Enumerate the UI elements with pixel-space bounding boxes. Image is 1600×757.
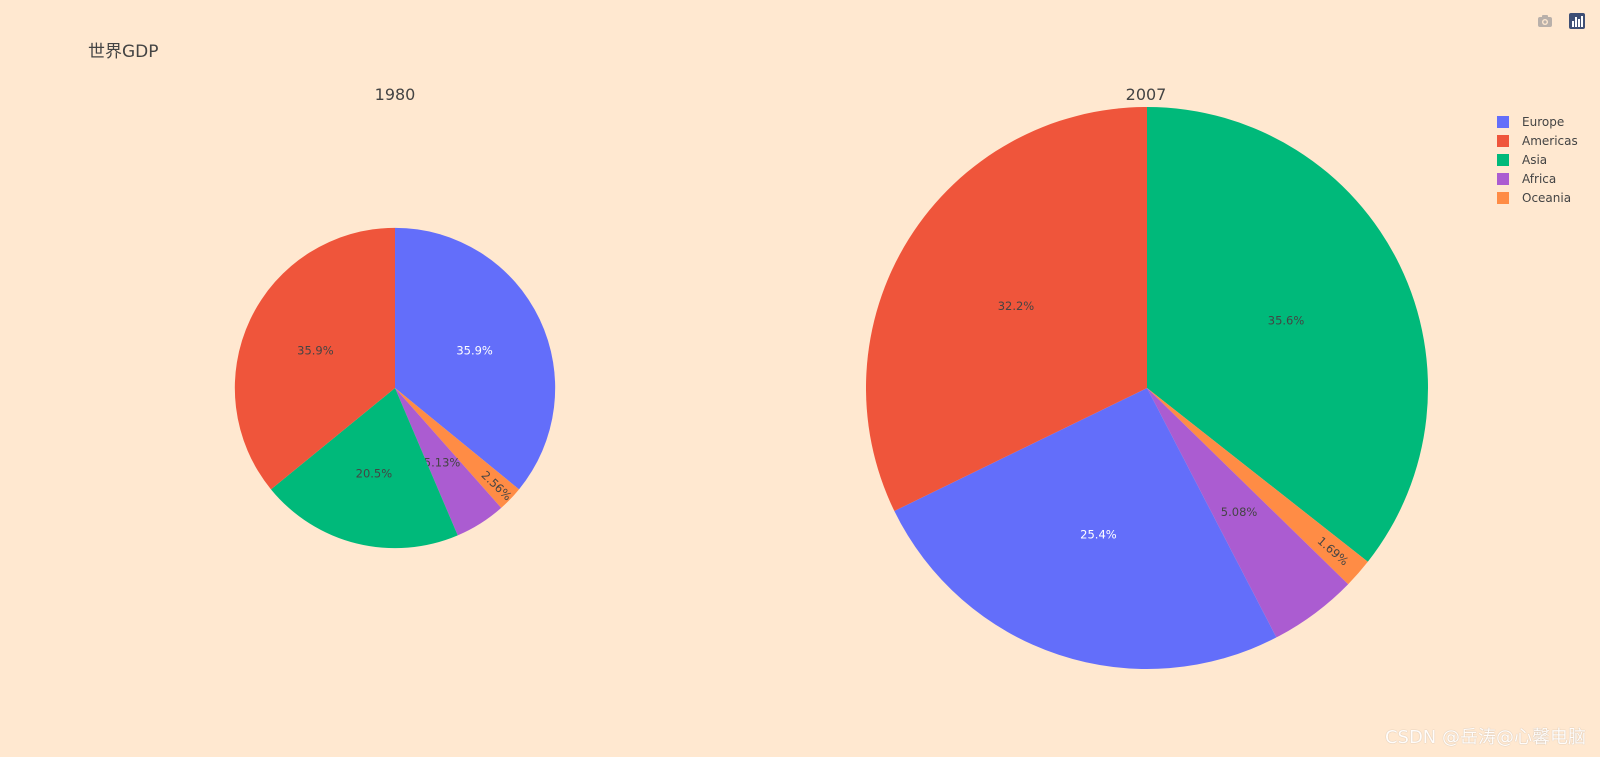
pie-2007-label-africa: 5.08% <box>1221 505 1258 519</box>
pie-2007-label-asia: 35.6% <box>1268 313 1305 327</box>
pie-1980-label-asia: 20.5% <box>356 467 393 481</box>
legend-swatch-europe <box>1497 116 1509 128</box>
legend-label-americas: Americas <box>1522 134 1578 148</box>
pie-2007-slice-africa[interactable] <box>1147 388 1349 638</box>
chart-title: 世界GDP <box>88 42 159 62</box>
pie-2007-label-europe: 25.4% <box>1080 528 1117 542</box>
legend-swatch-oceania <box>1497 192 1509 204</box>
pie-2007-slice-europe[interactable] <box>894 388 1277 670</box>
legend-swatch-asia <box>1497 154 1509 166</box>
legend-swatch-africa <box>1497 173 1509 185</box>
camera-icon[interactable] <box>1536 12 1554 30</box>
pie-2007-slice-americas[interactable] <box>866 107 1147 511</box>
pie-1980-label-europe: 35.9% <box>456 343 493 357</box>
pie-1980-label-africa: 5.13% <box>424 455 461 469</box>
pie-2007-subtitle: 2007 <box>1126 85 1167 104</box>
legend-item-americas[interactable]: Americas <box>1497 134 1578 148</box>
watermark: CSDN @岳涛@心馨电脑 <box>1384 727 1586 748</box>
legend-label-oceania: Oceania <box>1522 191 1571 205</box>
modebar <box>1536 12 1586 30</box>
legend-item-africa[interactable]: Africa <box>1497 172 1556 186</box>
pie-1980-slice-europe[interactable] <box>395 227 556 490</box>
pie-1980-subtitle: 1980 <box>375 85 416 104</box>
plotly-logo-icon[interactable] <box>1568 12 1586 30</box>
pie-2007-slice-asia[interactable] <box>1147 107 1429 562</box>
pie-2007-label-americas: 32.2% <box>998 299 1035 313</box>
pie-1980-label-americas: 35.9% <box>297 343 334 357</box>
legend-label-asia: Asia <box>1522 153 1547 167</box>
legend-swatch-americas <box>1497 135 1509 147</box>
legend-label-europe: Europe <box>1522 115 1564 129</box>
legend: Europe Americas Asia Africa Oceania <box>1497 115 1578 205</box>
pie-1980-slice-africa[interactable] <box>395 388 502 536</box>
pie-2007-slice-oceania[interactable] <box>1147 388 1368 585</box>
pies-group: 35.9%2.56%5.13%20.5%35.9%35.6%1.69%5.08%… <box>234 107 1429 670</box>
pie-1980-slice-oceania[interactable] <box>395 388 520 508</box>
legend-item-asia[interactable]: Asia <box>1497 153 1547 167</box>
legend-item-europe[interactable]: Europe <box>1497 115 1564 129</box>
pie-1980-slice-asia[interactable] <box>270 388 458 549</box>
pie-1980-slice-americas[interactable] <box>234 227 395 490</box>
legend-label-africa: Africa <box>1522 172 1556 186</box>
legend-item-oceania[interactable]: Oceania <box>1497 191 1571 205</box>
